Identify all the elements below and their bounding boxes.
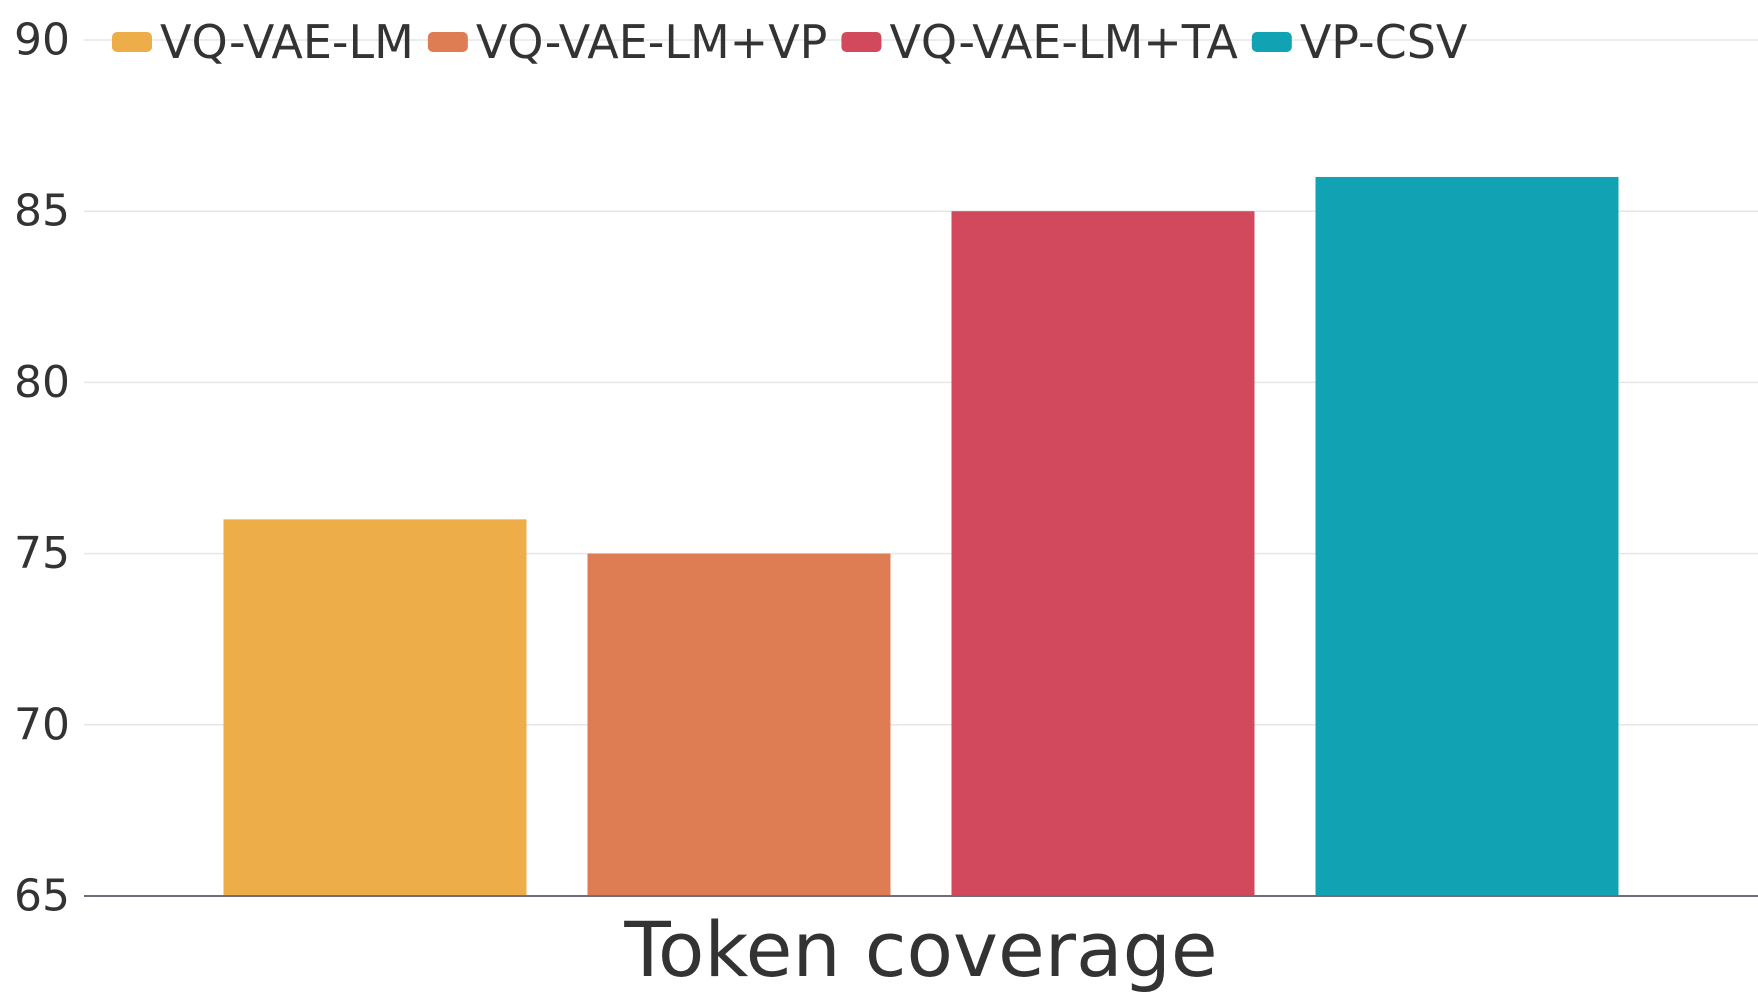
legend-swatch: [841, 32, 882, 52]
legend: VQ-VAE-LM VQ-VAE-LM+VP VQ-VAE-LM+TA VP-CSV: [112, 15, 1468, 69]
legend-swatch: [1251, 32, 1292, 52]
legend-swatch: [427, 32, 468, 52]
x-category-label: Token coverage: [623, 905, 1217, 994]
legend-label: VQ-VAE-LM+VP: [476, 15, 828, 69]
x-axis-categories: Token coverage: [623, 905, 1217, 994]
bar-vp-csv: [1315, 176, 1619, 896]
bar-vq-vae-lm: [223, 519, 527, 896]
legend-item[interactable]: VQ-VAE-LM+VP: [427, 15, 828, 69]
legend-item[interactable]: VQ-VAE-LM: [112, 15, 414, 69]
legend-swatch: [112, 32, 152, 52]
legend-label: VP-CSV: [1300, 15, 1468, 69]
bars: [223, 176, 1619, 896]
legend-item[interactable]: VP-CSV: [1251, 15, 1468, 69]
y-axis-ticks: 65 70 75 80 85 90: [14, 15, 70, 922]
y-tick-label: 90: [14, 15, 70, 66]
y-tick-label: 70: [14, 699, 70, 750]
y-tick-label: 65: [14, 871, 70, 922]
legend-item[interactable]: VQ-VAE-LM+TA: [841, 15, 1238, 69]
bar-vq-vae-lm-ta: [951, 211, 1255, 896]
y-tick-label: 85: [14, 186, 70, 237]
bar-vq-vae-lm-vp: [587, 553, 891, 896]
y-tick-label: 80: [14, 357, 70, 408]
legend-label: VQ-VAE-LM+TA: [889, 15, 1238, 69]
legend-label: VQ-VAE-LM: [160, 15, 414, 69]
y-tick-label: 75: [14, 528, 70, 579]
